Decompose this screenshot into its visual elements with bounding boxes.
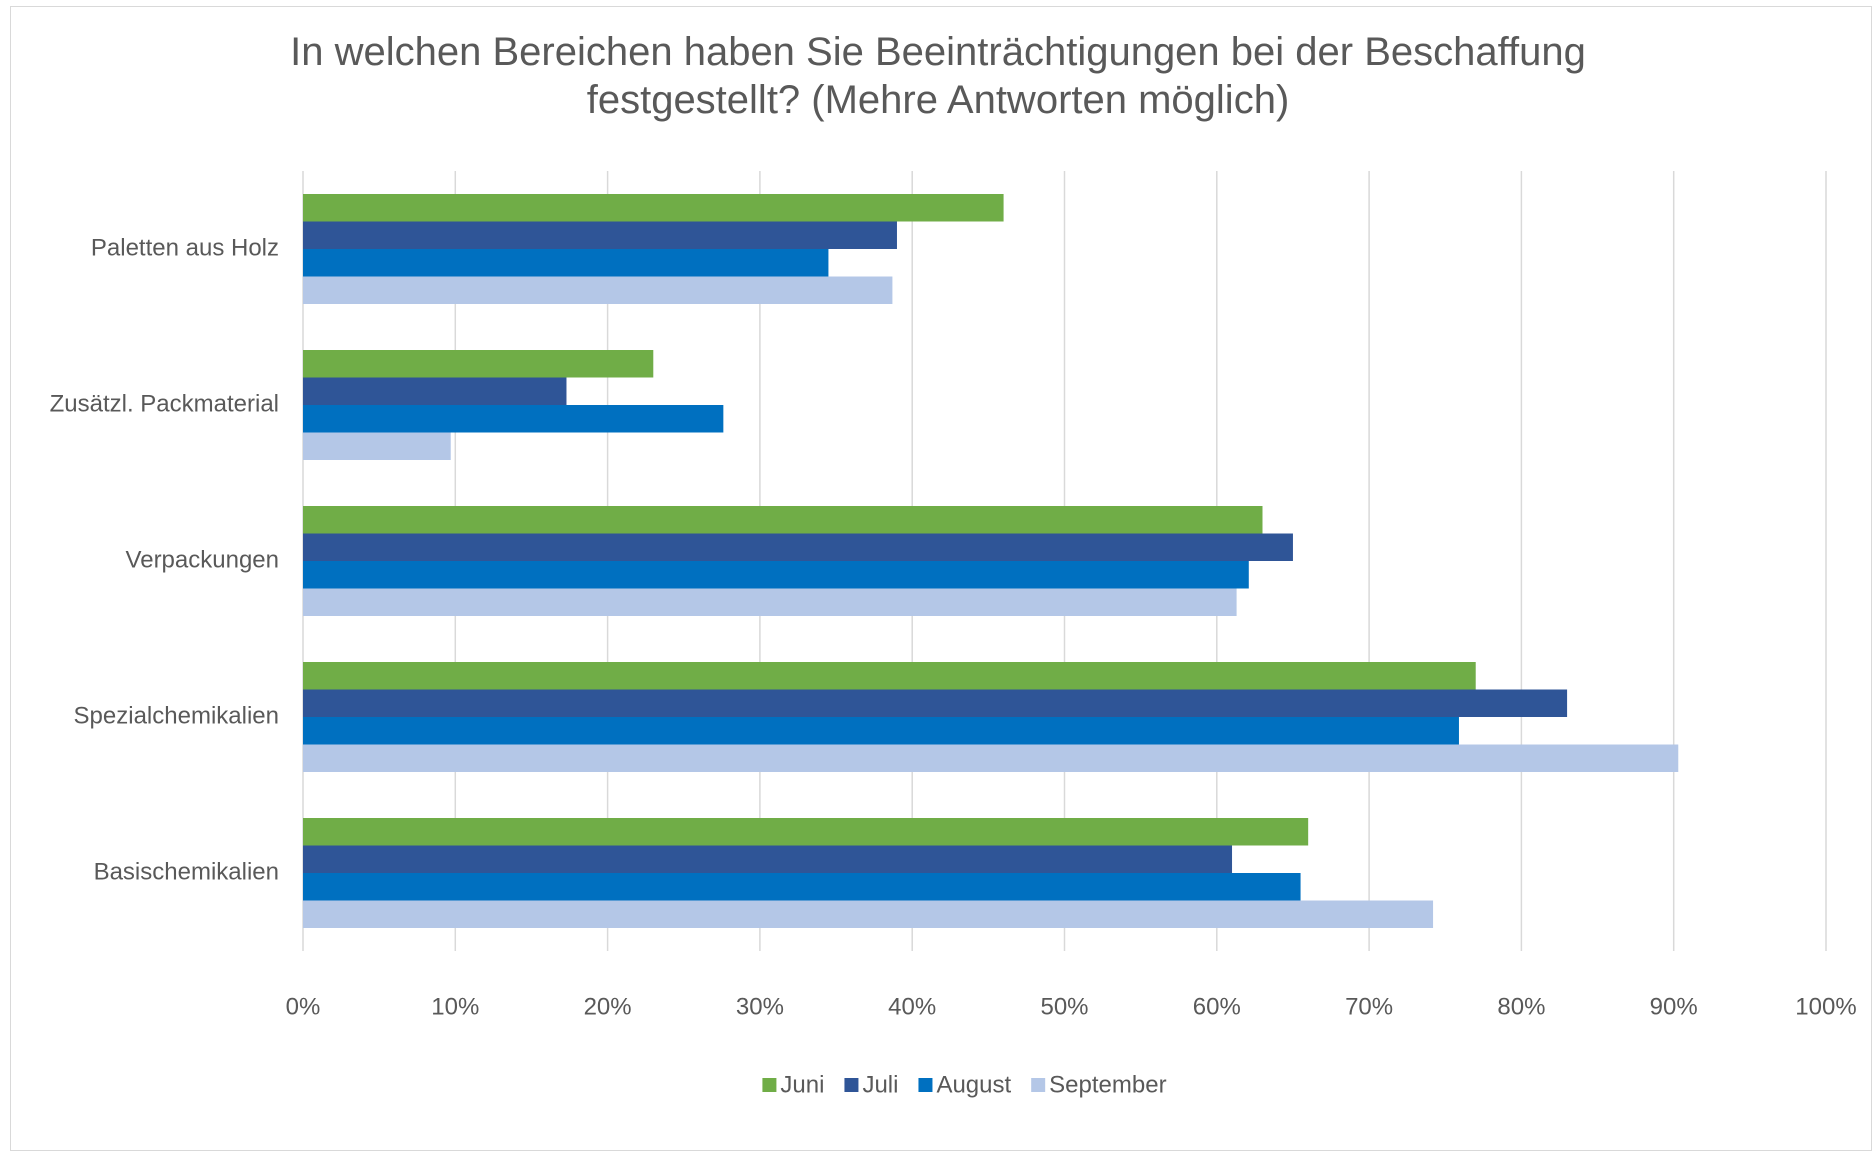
bar [303,506,1263,534]
bar [303,194,1004,222]
bar [303,432,451,460]
bar [303,744,1679,772]
bar [303,588,1237,616]
bar [303,405,724,433]
bar [303,249,829,277]
bar [303,717,1459,745]
x-tick-label: 100% [1795,993,1856,1020]
legend-label: September [1049,1071,1166,1098]
x-tick-label: 80% [1497,993,1545,1020]
y-tick-label: Spezialchemikalien [74,702,279,729]
x-tick-label: 70% [1345,993,1393,1020]
legend-swatch [762,1078,777,1092]
y-tick-label: Basischemikalien [94,858,279,885]
bar [303,533,1293,561]
chart-title: In welchen Bereichen haben Sie Beeinträc… [290,30,1586,122]
bar [303,689,1568,717]
chart-frame [10,6,1872,1151]
legend-swatch [1031,1078,1046,1092]
x-tick-label: 0% [286,993,321,1020]
bar [303,818,1309,846]
bar [303,873,1301,901]
bar [303,221,897,249]
bar [303,662,1476,690]
legend-swatch [918,1078,933,1092]
bar [303,900,1434,928]
x-tick-label: 60% [1193,993,1241,1020]
legend-label: Juni [780,1071,824,1098]
x-tick-label: 40% [888,993,936,1020]
y-tick-label: Verpackungen [126,546,279,573]
bar [303,276,893,304]
bar [303,561,1249,589]
x-tick-label: 50% [1040,993,1088,1020]
x-tick-label: 10% [431,993,479,1020]
y-tick-label: Zusätzl. Packmaterial [50,390,279,417]
bar [303,845,1233,873]
x-tick-label: 90% [1650,993,1698,1020]
y-tick-label: Paletten aus Holz [91,234,279,261]
legend-label: Juli [862,1071,898,1098]
legend-swatch [844,1078,859,1092]
bar [303,350,654,378]
legend-label: August [936,1071,1011,1098]
x-tick-label: 30% [736,993,784,1020]
x-tick-label: 20% [584,993,632,1020]
bar [303,377,567,405]
